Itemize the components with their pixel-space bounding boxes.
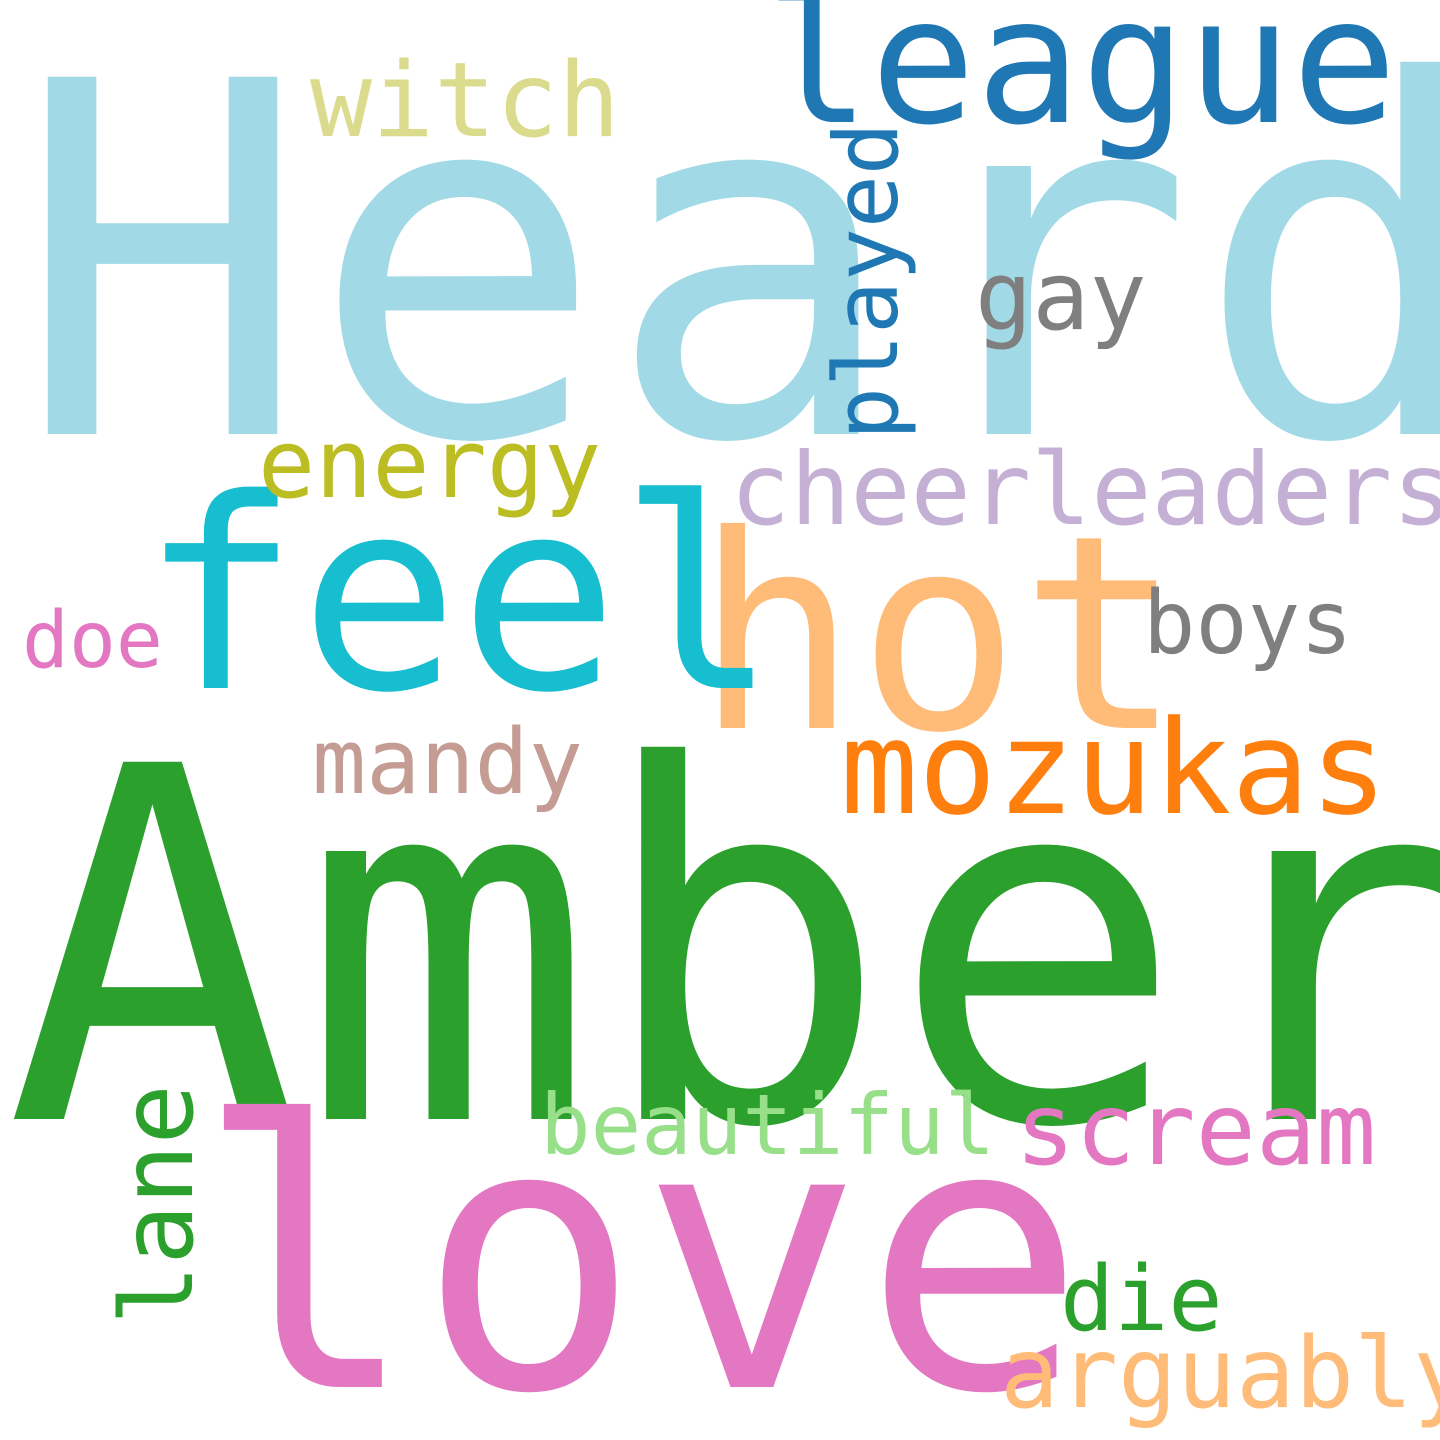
word-feel: feel xyxy=(140,443,779,751)
word-lane: lane xyxy=(99,1084,216,1325)
word-gay: gay xyxy=(975,242,1147,352)
word-mozukas: mozukas xyxy=(840,692,1388,844)
word-heard: Heard xyxy=(15,0,1440,550)
word-played: played xyxy=(815,122,918,440)
word-die: die xyxy=(1060,1247,1223,1352)
word-amber: Amber xyxy=(5,664,1440,1235)
word-boys: boys xyxy=(1143,572,1353,674)
word-arguably: arguably xyxy=(1000,1317,1440,1431)
word-mandy: mandy xyxy=(312,710,583,815)
word-scream: scream xyxy=(1015,1071,1377,1188)
word-witch: witch xyxy=(310,41,621,161)
word-doe: doe xyxy=(22,596,163,686)
word-cheerleaders: cheerleaders xyxy=(730,431,1440,548)
word-league: league xyxy=(765,0,1398,164)
word-beautiful: beautiful xyxy=(540,1076,996,1174)
word-love: love xyxy=(195,1045,1087,1440)
word-hot: hot xyxy=(695,477,1183,792)
word-energy: energy xyxy=(258,410,602,520)
